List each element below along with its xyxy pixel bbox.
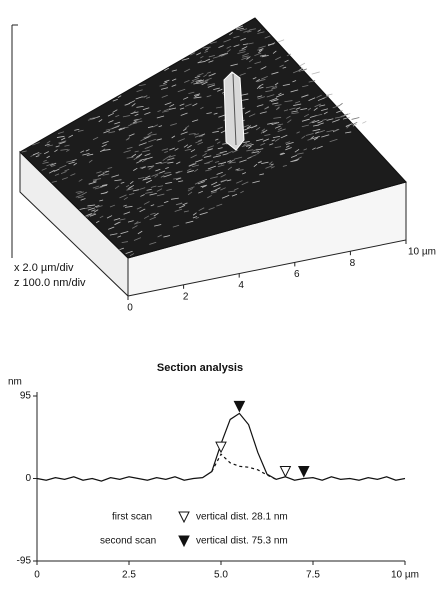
texture-stroke — [362, 121, 366, 123]
x-tick-label: 6 — [294, 269, 300, 280]
x-tick-label: 5.0 — [214, 570, 228, 581]
y-tick-label: -95 — [17, 556, 32, 567]
x-tick-label: 0 — [127, 303, 133, 314]
texture-stroke — [312, 72, 320, 74]
y-tick-label: 0 — [25, 473, 31, 484]
z-scale-label: z 100.0 nm/div — [14, 277, 86, 289]
texture-stroke — [278, 40, 284, 42]
marker — [234, 401, 244, 411]
x-tick-label: 7.5 — [306, 570, 320, 581]
legend-symbol — [179, 512, 189, 522]
x-tick-label: 0 — [34, 570, 40, 581]
legend-label: first scan — [112, 512, 152, 523]
legend-note: vertical dist. 28.1 nm — [196, 512, 288, 523]
x-tick-label: 2 — [183, 291, 189, 302]
figure: x 2.0 µm/div z 100.0 nm/div 0 2 4 6 8 10 µm S… — [0, 0, 441, 585]
surface-plot: x 2.0 µm/div z 100.0 nm/div 0 2 4 6 8 10 µm — [12, 18, 436, 314]
chart-title: Section analysis — [157, 362, 243, 374]
y-tick-label: 95 — [20, 391, 32, 402]
x-tick-label: 10 µm — [391, 570, 419, 581]
marker — [299, 467, 309, 477]
series-line — [212, 454, 276, 479]
marker — [280, 467, 290, 477]
texture-stroke — [326, 94, 332, 95]
texture-stroke — [300, 63, 305, 66]
x-tick-label: 2.5 — [122, 570, 136, 581]
x-tick-label: 4 — [238, 280, 244, 291]
page: {"chart_data": [ {"type": "surface", "x_… — [0, 0, 441, 585]
legend-note: vertical dist. 75.3 nm — [196, 536, 288, 547]
x-tick-label: 8 — [350, 258, 356, 269]
section-chart: Section analysis nm first scan vertical … — [8, 362, 419, 581]
x-scale-label: x 2.0 µm/div — [14, 262, 74, 274]
marker — [216, 442, 226, 452]
y-axis-label: nm — [8, 377, 22, 388]
texture-stroke — [352, 118, 360, 120]
x-tick-label: 10 µm — [408, 247, 436, 258]
legend-label: second scan — [100, 536, 156, 547]
legend-symbol — [179, 536, 189, 546]
texture-stroke — [339, 103, 343, 106]
